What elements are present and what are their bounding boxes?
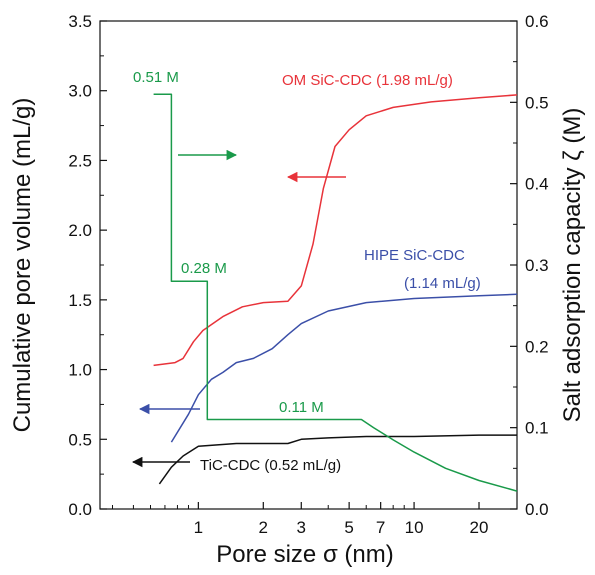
y-right-tick-label: 0.1: [525, 419, 549, 438]
series-group: [170, 293, 518, 443]
axes-layer: 0.0 0.5 1.0 1.5 2.0 2.5 3.0 3.5 0.0 0.1 0.2 0.3 0.4 0…: [68, 12, 548, 537]
y-left-tick-label: 3.5: [68, 12, 92, 31]
series-group: [153, 93, 518, 492]
x-tick-label: 3: [297, 518, 306, 537]
y-right-tick-label: 0.4: [525, 175, 549, 194]
x-axis-title: Pore size σ (nm): [216, 541, 394, 568]
x-tick-label: 20: [470, 518, 489, 537]
annotation-layer: OM SiC-CDC (1.98 mL/g) HIPE SiC-CDC (1.14 …: [131, 69, 481, 474]
y-right-tick-label: 0.0: [525, 500, 549, 519]
y-left-tick-label: 3.0: [68, 82, 92, 101]
salt-label-011: 0.11 M: [279, 399, 324, 416]
x-tick-label: 5: [344, 518, 353, 537]
y-left-tick-label: 2.0: [68, 221, 92, 240]
salt-label-028: 0.28 M: [181, 260, 227, 277]
salt-label-051: 0.51 M: [133, 69, 179, 86]
om-label: OM SiC-CDC (1.98 mL/g): [282, 72, 453, 89]
series-line: [158, 434, 517, 485]
y-axis-title-left: Cumulative pore volume (mL/g): [9, 98, 36, 433]
series-group: [158, 434, 517, 485]
series-line: [153, 94, 518, 367]
y-right-tick-label: 0.2: [525, 337, 549, 356]
x-tick-label: 1: [194, 518, 203, 537]
y-right-tick-label: 0.3: [525, 256, 549, 275]
y-left-tick-label: 2.5: [68, 151, 92, 170]
x-tick-label: 10: [405, 518, 424, 537]
y-left-tick-label: 0.5: [68, 430, 92, 449]
x-tick-label: 2: [259, 518, 268, 537]
x-tick-label: 7: [376, 518, 385, 537]
y-axis-title-right: Salt adsorption capacity ζ (M): [559, 108, 586, 423]
series-line: [170, 293, 518, 443]
y-right-tick-label: 0.6: [525, 12, 549, 31]
y-right-tick-label: 0.5: [525, 93, 549, 112]
y-left-tick-label: 1.0: [68, 361, 92, 380]
tic-label: TiC-CDC (0.52 mL/g): [200, 457, 341, 474]
series-group: [153, 94, 518, 367]
y-left-tick-label: 0.0: [68, 500, 92, 519]
series-layer: [153, 93, 518, 492]
y-left-tick-label: 1.5: [68, 291, 92, 310]
hipe-label-line2: (1.14 mL/g): [404, 275, 481, 292]
series-line: [153, 93, 518, 492]
hipe-label-line1: HIPE SiC-CDC: [364, 247, 465, 264]
